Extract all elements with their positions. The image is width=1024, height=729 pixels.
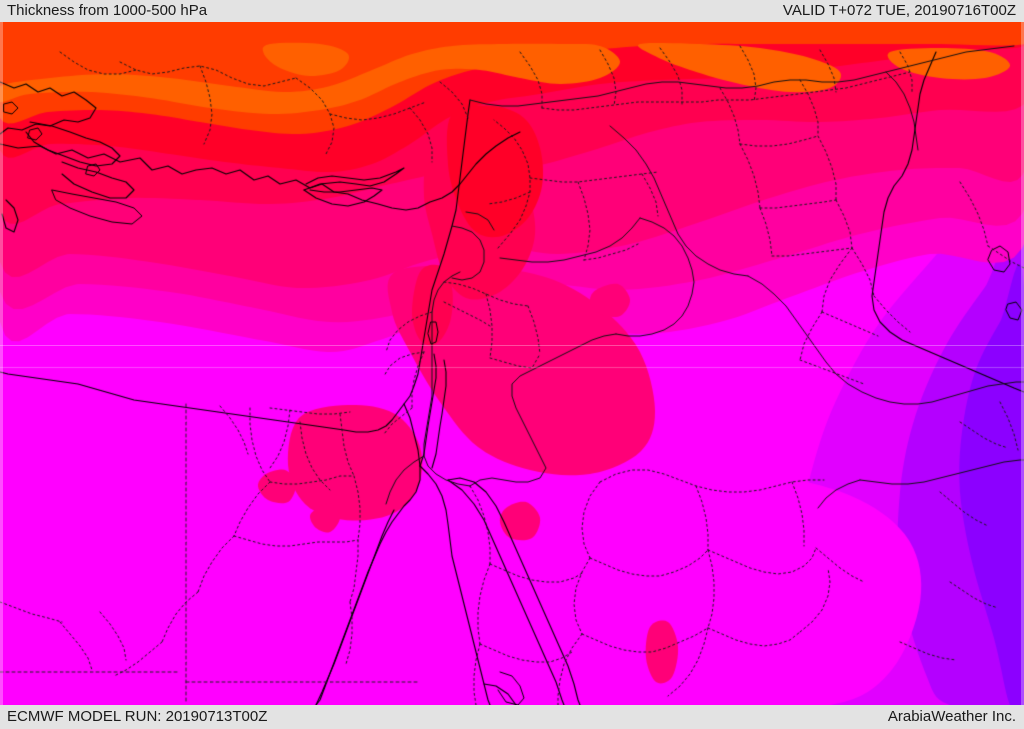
footer-bar: ECMWF MODEL RUN: 20190713T00Z ArabiaWeat… xyxy=(0,705,1024,729)
model-run-label: ECMWF MODEL RUN: 20190713T00Z xyxy=(7,708,268,725)
provider-label: ArabiaWeather Inc. xyxy=(887,708,1016,725)
valid-time-label: VALID T+072 TUE, 20190716T00Z xyxy=(782,2,1016,19)
page-title: Thickness from 1000-500 hPa xyxy=(7,2,208,19)
header-bar: Thickness from 1000-500 hPa VALID T+072 … xyxy=(0,0,1024,22)
map-frame[interactable] xyxy=(0,22,1024,705)
thickness-contour-map[interactable] xyxy=(0,22,1024,705)
